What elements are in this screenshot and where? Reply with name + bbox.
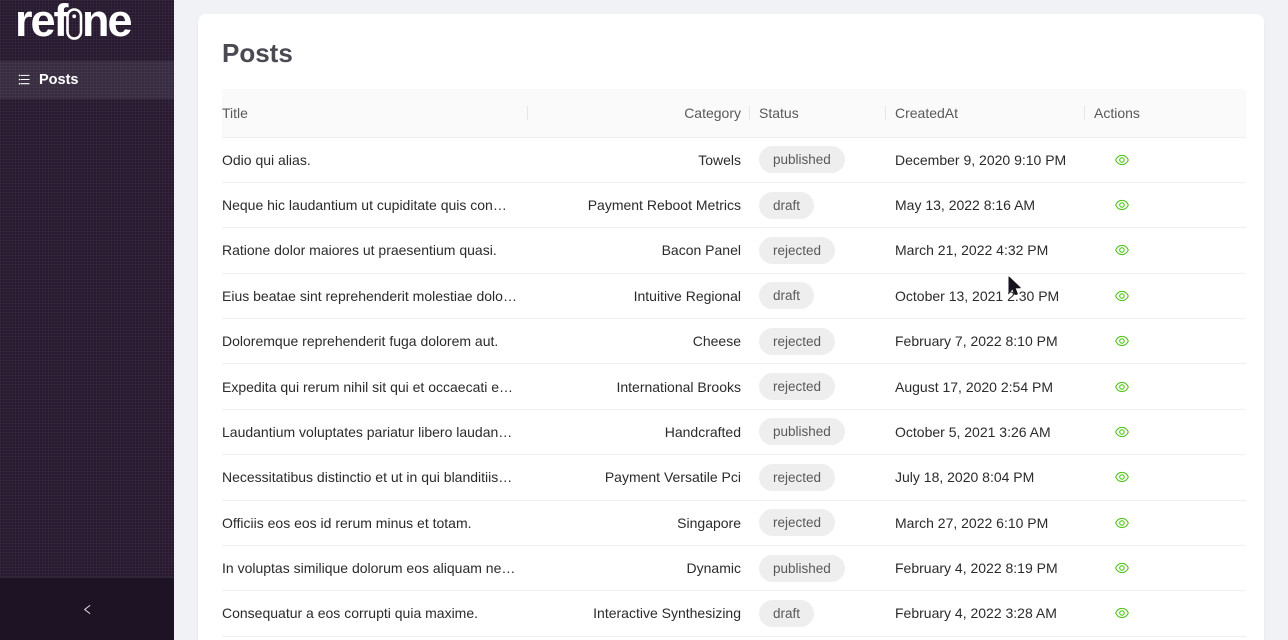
- svg-text:ne: ne: [82, 2, 131, 42]
- svg-text:ref: ref: [18, 2, 70, 42]
